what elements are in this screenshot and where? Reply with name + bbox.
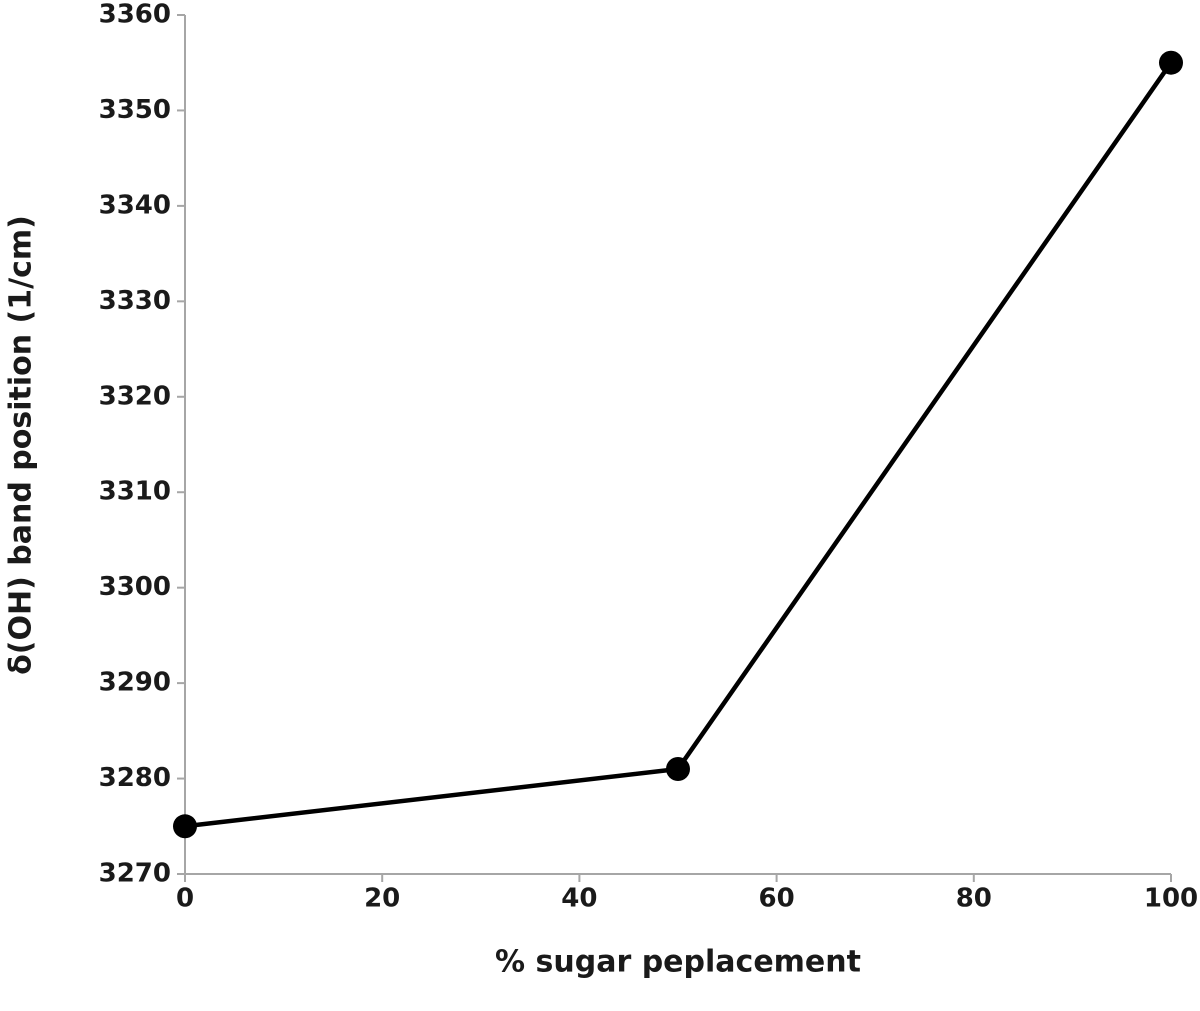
x-tick-label: 40	[561, 884, 597, 914]
y-tick-label: 3330	[99, 286, 171, 316]
x-tick-label: 80	[956, 884, 992, 914]
y-tick-label: 3340	[99, 190, 171, 220]
x-tick-label: 0	[176, 884, 194, 914]
y-tick-label: 3350	[99, 95, 171, 125]
x-axis-title: % sugar peplacement	[495, 945, 861, 980]
y-tick-label: 3300	[99, 572, 171, 602]
x-tick-label: 100	[1144, 884, 1198, 914]
marker	[173, 814, 197, 839]
marker	[666, 757, 690, 782]
y-axis-title: δ(OH) band position (1/cm)	[4, 215, 39, 675]
y-tick-label: 3270	[99, 859, 171, 889]
y-tick-label: 3280	[99, 763, 171, 793]
y-tick-label: 3310	[99, 477, 171, 507]
y-tick-label: 3320	[99, 381, 171, 411]
y-tick-label: 3290	[99, 668, 171, 698]
line	[184, 61, 1173, 829]
x-tick-label: 20	[364, 884, 400, 914]
y-tick-label: 3360	[99, 0, 171, 30]
marker	[1159, 50, 1183, 75]
x-tick-label: 60	[759, 884, 795, 914]
